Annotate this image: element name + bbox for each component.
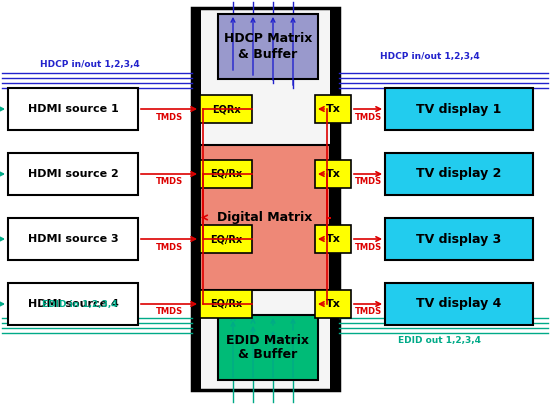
Bar xyxy=(315,95,351,123)
Text: Tx: Tx xyxy=(326,104,340,114)
Text: TV display 4: TV display 4 xyxy=(416,298,502,311)
Bar xyxy=(200,160,252,188)
Text: Tx: Tx xyxy=(326,234,340,244)
Text: TMDS: TMDS xyxy=(156,177,183,186)
Bar xyxy=(218,14,318,79)
Bar xyxy=(200,145,330,290)
Text: TMDS: TMDS xyxy=(354,307,382,316)
Text: TMDS: TMDS xyxy=(156,243,183,252)
Bar xyxy=(8,218,138,260)
Bar xyxy=(192,8,201,390)
Bar xyxy=(192,8,339,390)
Bar xyxy=(385,153,533,195)
Text: Digital Matrix: Digital Matrix xyxy=(217,211,313,224)
Bar xyxy=(8,283,138,325)
Text: TMDS: TMDS xyxy=(354,177,382,186)
Bar xyxy=(330,8,339,390)
Bar xyxy=(315,160,351,188)
Text: EQ/Rx: EQ/Rx xyxy=(210,169,242,179)
Bar xyxy=(8,88,138,130)
Text: EDID in 1,2,3,4: EDID in 1,2,3,4 xyxy=(42,301,118,309)
Text: HDMI source 4: HDMI source 4 xyxy=(28,299,118,309)
Text: TV display 1: TV display 1 xyxy=(416,102,502,115)
Text: Tx: Tx xyxy=(326,169,340,179)
Text: EDID Matrix
& Buffer: EDID Matrix & Buffer xyxy=(227,333,310,362)
Text: Tx: Tx xyxy=(326,299,340,309)
Bar xyxy=(385,88,533,130)
Bar xyxy=(385,218,533,260)
Bar xyxy=(315,290,351,318)
Text: TV display 3: TV display 3 xyxy=(416,232,502,245)
Text: TMDS: TMDS xyxy=(156,113,183,121)
Bar xyxy=(385,283,533,325)
Text: HDMI source 3: HDMI source 3 xyxy=(28,234,118,244)
Bar xyxy=(218,315,318,380)
Bar xyxy=(315,225,351,253)
Text: HDCP in/out 1,2,3,4: HDCP in/out 1,2,3,4 xyxy=(40,60,140,68)
Bar xyxy=(8,153,138,195)
Text: TV display 2: TV display 2 xyxy=(416,168,502,181)
Text: TMDS: TMDS xyxy=(354,113,382,121)
Text: HDCP Matrix
& Buffer: HDCP Matrix & Buffer xyxy=(224,32,312,60)
Text: EDID out 1,2,3,4: EDID out 1,2,3,4 xyxy=(399,335,481,345)
Text: TMDS: TMDS xyxy=(156,307,183,316)
Text: TMDS: TMDS xyxy=(354,243,382,252)
Text: HDMI source 2: HDMI source 2 xyxy=(28,169,118,179)
Text: EQ/Rx: EQ/Rx xyxy=(210,299,242,309)
Bar xyxy=(200,95,252,123)
Text: EQRx: EQRx xyxy=(212,104,240,114)
Text: EQ/Rx: EQ/Rx xyxy=(210,234,242,244)
Bar xyxy=(200,225,252,253)
Text: HDCP in/out 1,2,3,4: HDCP in/out 1,2,3,4 xyxy=(380,53,480,62)
Text: HDMI source 1: HDMI source 1 xyxy=(28,104,118,114)
Bar xyxy=(200,290,252,318)
